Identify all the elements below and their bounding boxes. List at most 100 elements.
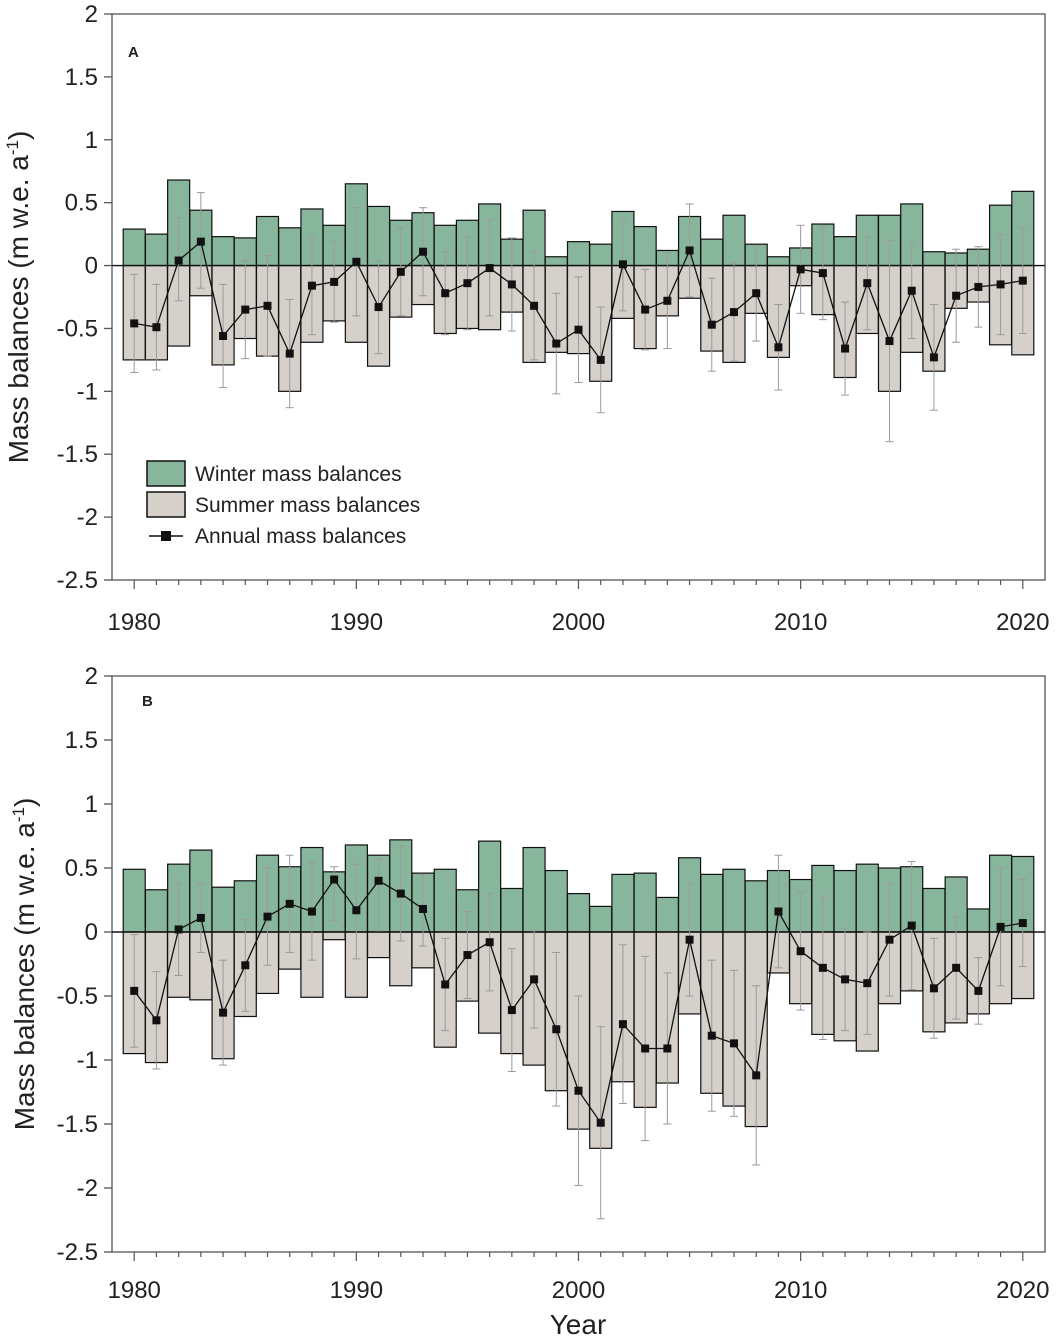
annual-point bbox=[330, 875, 339, 884]
annual-point bbox=[796, 947, 805, 956]
winter-bar bbox=[611, 873, 635, 933]
panel-b: 2 1.5 1 0.5 0 -0.5 -1 -1.5 -2 -2.5 1980 1990 2000 201… bbox=[9, 663, 1049, 1304]
winter-bar bbox=[833, 869, 857, 933]
y-axis-title-close: ) bbox=[9, 798, 40, 807]
annual-point bbox=[618, 260, 627, 269]
winter-bar bbox=[922, 251, 946, 267]
winter-bar bbox=[211, 236, 235, 267]
annual-point bbox=[663, 1044, 672, 1053]
annual-point bbox=[241, 305, 250, 314]
x-tick-label: 1980 bbox=[108, 609, 161, 636]
y-tick-label: -2 bbox=[77, 1175, 98, 1202]
annual-point bbox=[152, 1016, 161, 1025]
annual-point bbox=[485, 938, 494, 947]
annual-point bbox=[574, 1086, 583, 1095]
winter-bar bbox=[722, 214, 746, 267]
winter-bar bbox=[589, 243, 613, 267]
winter-bar bbox=[744, 880, 768, 933]
y-tick-label: 1 bbox=[85, 127, 98, 154]
winter-bar bbox=[544, 256, 568, 267]
annual-point bbox=[396, 267, 405, 276]
annual-point bbox=[996, 280, 1005, 289]
y-tick-label: 0 bbox=[85, 253, 98, 280]
y-axis-title-superscript: -1 bbox=[9, 807, 28, 822]
summer-bar bbox=[322, 931, 346, 941]
annual-point bbox=[929, 353, 938, 362]
winter-bar bbox=[122, 868, 146, 933]
annual-point bbox=[574, 325, 583, 334]
annual-point bbox=[796, 265, 805, 274]
annual-point bbox=[618, 1020, 627, 1029]
legend-winter-swatch bbox=[146, 460, 186, 487]
y-tick-label: 1.5 bbox=[65, 64, 98, 91]
annual-point bbox=[907, 286, 916, 295]
winter-bar bbox=[278, 227, 302, 267]
annual-point bbox=[196, 237, 205, 246]
annual-point bbox=[596, 1118, 605, 1127]
annual-point bbox=[907, 921, 916, 930]
panel-a: 2 1.5 1 0.5 0 -0.5 -1 -1.5 -2 -2.5 1980 1990 2000 201… bbox=[3, 1, 1049, 636]
winter-bar bbox=[633, 225, 657, 267]
annual-point bbox=[641, 305, 650, 314]
y-tick-label: 1.5 bbox=[65, 727, 98, 754]
annual-point bbox=[596, 355, 605, 364]
annual-point bbox=[952, 291, 961, 300]
annual-point bbox=[174, 256, 183, 265]
winter-bar bbox=[700, 238, 724, 267]
y-tick-label: -1.5 bbox=[57, 1111, 98, 1138]
winter-bar bbox=[144, 233, 169, 267]
legend: Winter mass balances Summer mass balance… bbox=[146, 460, 420, 548]
annual-point bbox=[707, 320, 716, 329]
annual-point bbox=[485, 264, 494, 273]
winter-bar bbox=[211, 886, 235, 933]
annual-point bbox=[307, 281, 316, 290]
winter-bar bbox=[766, 256, 791, 267]
y-axis-title: Mass balances (m w.e. a-1) bbox=[3, 131, 34, 464]
y-axis-title-superscript: -1 bbox=[3, 140, 22, 155]
annual-point bbox=[1018, 919, 1027, 928]
panel-label: A bbox=[128, 44, 139, 61]
annual-point bbox=[507, 1006, 516, 1015]
y-axis-title: Mass balances (m w.e. a-1) bbox=[9, 798, 40, 1131]
annual-point bbox=[307, 907, 316, 916]
y-tick-label: 2 bbox=[85, 1, 98, 28]
panel-label: B bbox=[142, 693, 153, 710]
legend-annual-marker bbox=[161, 531, 171, 541]
annual-point bbox=[263, 301, 272, 310]
annual-point bbox=[552, 339, 561, 348]
annual-point bbox=[863, 279, 872, 288]
annual-point bbox=[130, 986, 139, 995]
y-axis-title-close: ) bbox=[3, 131, 34, 140]
x-tick-label: 2020 bbox=[996, 1277, 1049, 1304]
annual-point bbox=[885, 935, 894, 944]
annual-point bbox=[396, 889, 405, 898]
winter-bar bbox=[922, 887, 946, 933]
winter-bar bbox=[700, 873, 724, 933]
annual-point bbox=[1018, 276, 1027, 285]
winter-bar bbox=[855, 863, 879, 933]
x-tick-label: 2010 bbox=[774, 1277, 827, 1304]
y-tick-label: -2.5 bbox=[57, 567, 98, 594]
annual-point bbox=[441, 289, 450, 298]
x-tick-label: 2000 bbox=[552, 1277, 605, 1304]
annual-point bbox=[929, 984, 938, 993]
winter-bar bbox=[500, 887, 524, 933]
y-axis-title-main: Mass balances (m w.e. a bbox=[9, 822, 40, 1131]
annual-point bbox=[352, 906, 361, 915]
y-tick-label: -1 bbox=[77, 378, 98, 405]
annual-point bbox=[730, 308, 738, 317]
annual-point bbox=[219, 331, 228, 340]
annual-point bbox=[441, 980, 450, 989]
y-tick-label: -1.5 bbox=[57, 441, 98, 468]
winter-bar bbox=[833, 236, 857, 267]
y-tick-label: 1 bbox=[85, 791, 98, 818]
legend-summer-label: Summer mass balances bbox=[195, 494, 420, 517]
annual-point bbox=[330, 277, 339, 286]
winter-bar bbox=[144, 889, 169, 933]
annual-point bbox=[774, 907, 783, 916]
annual-point bbox=[285, 349, 294, 358]
y-tick-label: -1 bbox=[77, 1047, 98, 1074]
annual-point bbox=[374, 876, 383, 885]
y-tick-label: 0.5 bbox=[65, 855, 98, 882]
winter-bar bbox=[522, 846, 546, 933]
